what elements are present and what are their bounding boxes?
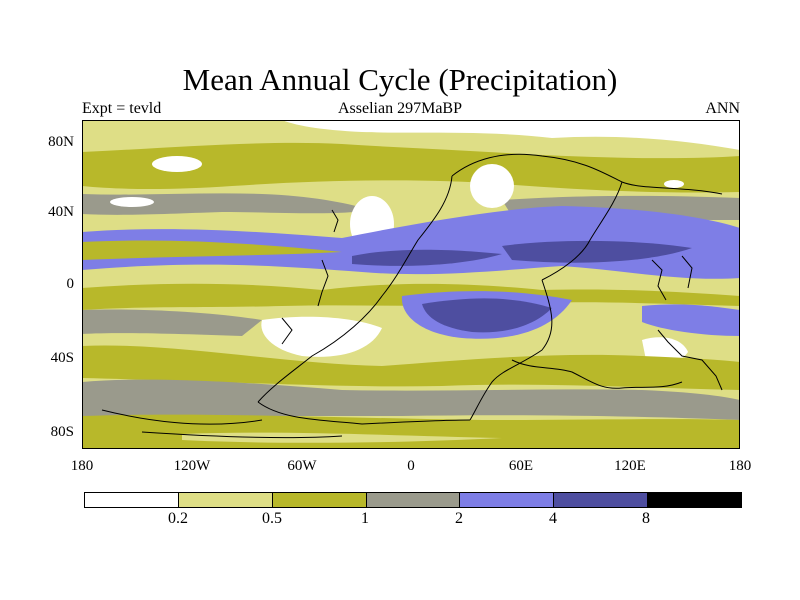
colorbar-label-0: 0.2 [168,510,188,527]
lon-label-180e: 180 [728,458,752,474]
dry-patch-nw2 [110,197,154,207]
south-polar-light [182,432,502,443]
coastline-west-islands [281,209,339,345]
coastline-north [257,153,723,421]
colorbar-swatch-3 [366,493,461,507]
colorbar-label-1: 0.5 [262,510,282,527]
colorbar-label-4: 4 [549,510,557,527]
south-olive-belt-2 [82,414,740,449]
lon-label-180w: 180 [70,458,94,474]
lat-label-40s: 40S [50,350,74,366]
colorbar-swatch-2 [272,493,367,507]
season-label: ANN [705,100,740,117]
colorbar [84,492,742,508]
tropical-olive-strip [82,240,342,260]
south-wet-band [82,309,262,336]
coastline-east-islands [651,255,723,391]
coastline-south-polar [101,409,343,439]
lat-label-80n: 80N [48,134,74,150]
south-dry-west [261,316,382,357]
lat-label-80s: 80S [50,424,74,440]
dry-patch-nw [152,156,202,172]
north-gray-belt [82,193,372,215]
colorbar-swatch-5 [554,493,649,507]
polar-dry-region [282,120,740,150]
tropical-core-east [502,240,692,263]
lon-label-0: 0 [407,458,415,474]
map-frame [82,120,740,449]
lon-label-120w: 120W [173,458,211,474]
lon-label-120e: 120E [614,458,646,474]
period-label: Asselian 297MaBP [338,100,462,117]
plot-title: Mean Annual Cycle (Precipitation) [182,62,618,97]
colorbar-swatch-6 [648,493,742,507]
dry-patch-ne [664,180,684,188]
lat-label-0: 0 [66,276,75,292]
south-wet-core [422,298,552,333]
experiment-label: Expt = tevld [82,100,162,117]
south-gray-belt [82,379,740,420]
colorbar-swatch-4 [460,493,555,507]
colorbar-label-5: 8 [642,510,650,527]
precipitation-map [82,120,740,449]
colorbar-swatch-0 [85,493,179,507]
colorbar-label-2: 1 [361,510,369,527]
lon-label-60e: 60E [508,458,534,474]
colorbar-swatch-1 [178,493,273,507]
tropical-core-west [352,249,502,266]
lat-label-40n: 40N [48,204,74,220]
north-olive-belt [82,142,740,193]
dry-patch-nc [470,164,514,208]
south-wet-east [642,304,740,336]
coastlines [101,153,723,439]
south-olive-belt [82,345,740,390]
colorbar-label-3: 2 [455,510,463,527]
coastline-south [257,359,683,425]
lon-label-60w: 60W [287,458,317,474]
